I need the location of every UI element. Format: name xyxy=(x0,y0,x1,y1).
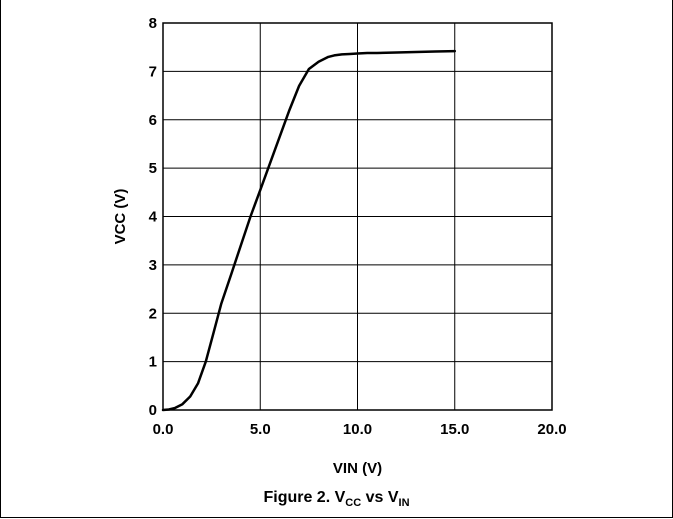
x-axis-title: VIN (V) xyxy=(333,460,382,477)
plot-frame xyxy=(162,22,553,411)
x-tick-label-3: 15.0 xyxy=(440,421,469,438)
caption-prefix: Figure 2. V xyxy=(263,489,346,506)
caption-sub-in: IN xyxy=(398,497,410,509)
y-tick-label-5: 5 xyxy=(149,160,157,177)
y-tick-label-6: 6 xyxy=(149,112,157,129)
figure-caption: Figure 2. VCC vs VIN xyxy=(0,489,673,509)
x-tick-label-1: 5.0 xyxy=(250,421,271,438)
caption-mid: vs V xyxy=(361,489,399,506)
y-tick-label-8: 8 xyxy=(149,15,157,32)
y-tick-label-2: 2 xyxy=(149,305,157,322)
y-tick-labels: 0 1 2 3 4 5 6 7 8 xyxy=(149,15,158,419)
caption-sub-cc: CC xyxy=(345,497,362,509)
y-tick-label-7: 7 xyxy=(149,63,157,80)
chart: 0 1 2 3 4 5 6 7 8 0.0 5.0 10.0 15.0 20.0 VIN (V) VCC… xyxy=(112,15,567,477)
x-tick-labels: 0.0 5.0 10.0 15.0 20.0 xyxy=(153,421,567,438)
series-line-vcc xyxy=(161,49,457,412)
x-tick-label-2: 10.0 xyxy=(343,421,372,438)
x-tick-label-0: 0.0 xyxy=(153,421,174,438)
y-tick-label-1: 1 xyxy=(149,354,157,371)
y-tick-label-0: 0 xyxy=(149,402,157,419)
y-axis-title: VCC (V) xyxy=(112,189,129,245)
y-tick-label-3: 3 xyxy=(149,257,157,274)
x-tick-label-4: 20.0 xyxy=(537,421,566,438)
y-tick-label-4: 4 xyxy=(149,209,158,226)
grid xyxy=(162,22,553,411)
